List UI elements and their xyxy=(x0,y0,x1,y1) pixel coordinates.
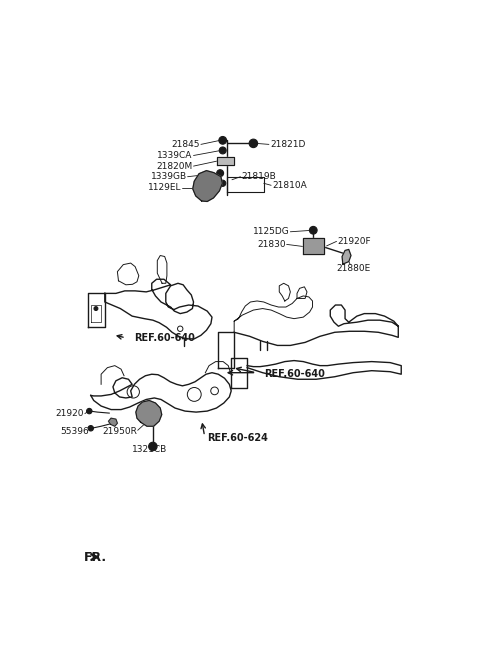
Text: 1321CB: 1321CB xyxy=(132,445,168,455)
Circle shape xyxy=(310,226,317,234)
Text: 1339GB: 1339GB xyxy=(151,173,187,181)
Polygon shape xyxy=(302,238,324,254)
Text: 21950R: 21950R xyxy=(102,427,137,436)
Text: 21820M: 21820M xyxy=(156,161,192,171)
Circle shape xyxy=(219,147,226,154)
Text: 21920F: 21920F xyxy=(337,237,372,246)
Text: FR.: FR. xyxy=(84,551,107,564)
Text: REF.60-640: REF.60-640 xyxy=(134,333,195,343)
Circle shape xyxy=(219,136,227,144)
Circle shape xyxy=(94,306,98,310)
Text: REF.60-624: REF.60-624 xyxy=(207,434,268,443)
Text: 21821D: 21821D xyxy=(270,140,305,149)
Text: 1129EL: 1129EL xyxy=(148,183,181,192)
Text: 21845: 21845 xyxy=(171,140,200,149)
Text: REF.60-640: REF.60-640 xyxy=(264,369,324,379)
Text: 21830: 21830 xyxy=(257,240,286,249)
Text: 21819B: 21819B xyxy=(241,173,276,181)
Polygon shape xyxy=(217,157,234,165)
Circle shape xyxy=(249,139,258,148)
Text: 21880E: 21880E xyxy=(336,264,370,273)
Text: 1125DG: 1125DG xyxy=(253,227,289,236)
Text: 21810A: 21810A xyxy=(272,181,307,190)
Text: 55396: 55396 xyxy=(60,427,89,436)
Text: 21920: 21920 xyxy=(56,409,84,418)
Circle shape xyxy=(88,426,94,431)
Circle shape xyxy=(86,409,92,414)
Polygon shape xyxy=(136,400,162,426)
Polygon shape xyxy=(108,418,118,426)
Text: 1339CA: 1339CA xyxy=(157,151,192,160)
Circle shape xyxy=(216,170,224,176)
Polygon shape xyxy=(342,249,351,264)
Circle shape xyxy=(194,184,201,192)
Polygon shape xyxy=(193,171,222,201)
Circle shape xyxy=(149,442,157,451)
Circle shape xyxy=(220,180,226,186)
